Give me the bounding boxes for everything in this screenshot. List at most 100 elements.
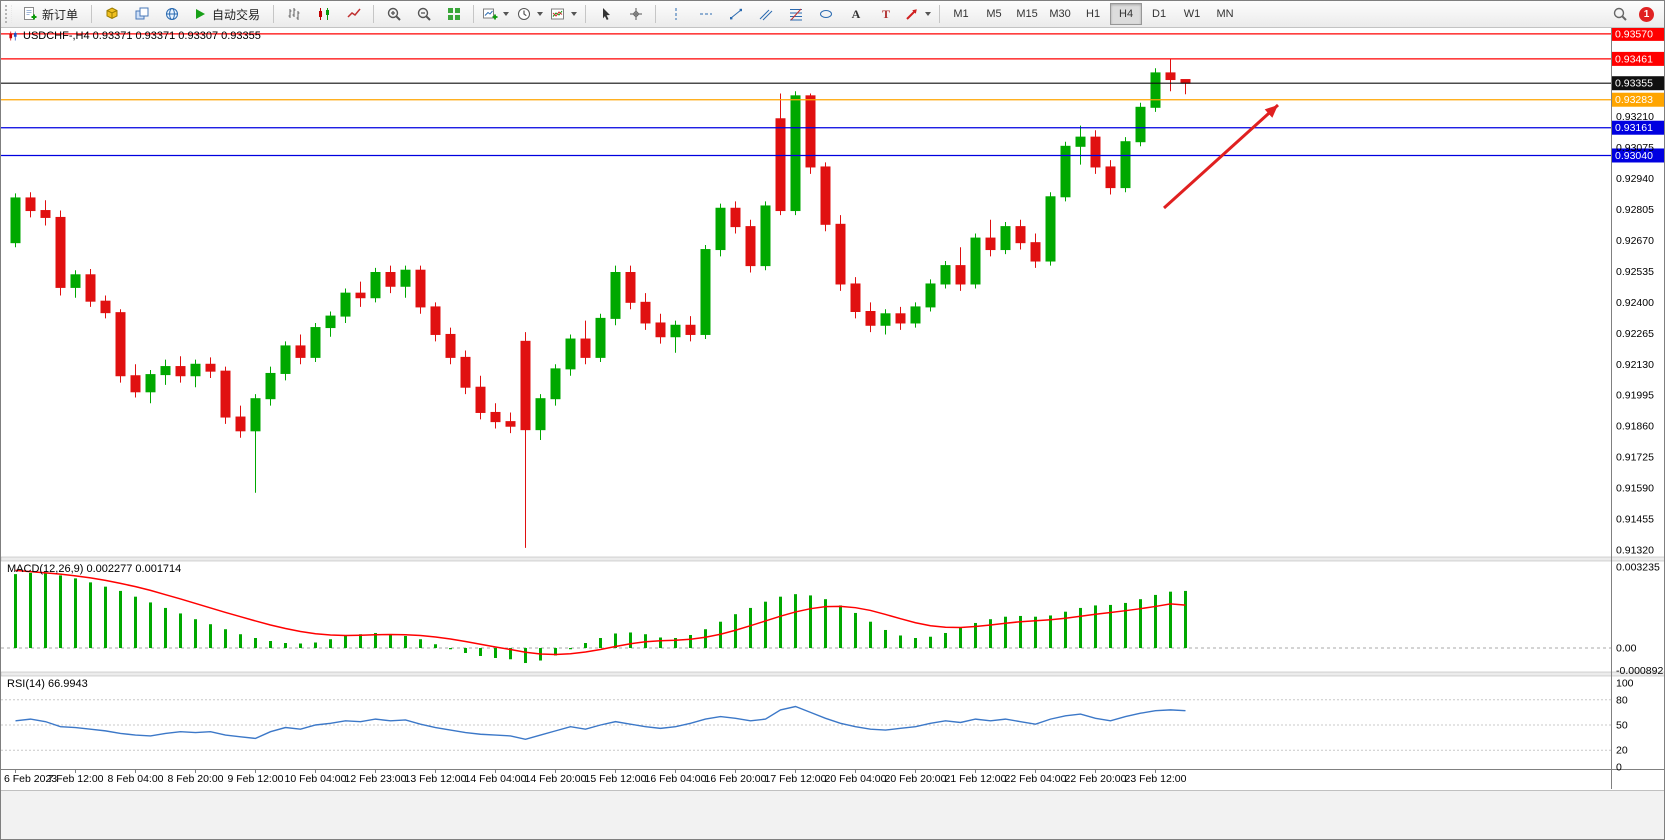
timeframe-w1[interactable]: W1 (1176, 3, 1208, 25)
fibonacci-tool[interactable] (781, 2, 810, 26)
vertical-line-tool[interactable] (661, 2, 690, 26)
candlestick (1090, 136, 1101, 168)
candlestick (820, 166, 831, 225)
candlestick-mode-button[interactable] (309, 2, 338, 26)
candlestick (265, 372, 276, 400)
candlestick (55, 216, 66, 288)
time-axis-label: 16 Feb 04:00 (645, 773, 707, 785)
price-tag (1612, 92, 1664, 107)
periods-button[interactable] (513, 2, 546, 26)
trend-arrow[interactable] (1162, 103, 1280, 210)
timeframe-h4[interactable]: H4 (1110, 3, 1143, 25)
search-button[interactable] (1605, 2, 1634, 26)
candlestick (925, 283, 936, 308)
new-order-icon (24, 7, 37, 20)
chart-ohlc-readout: USDCHF-,H4 0.93371 0.93371 0.93307 0.933… (7, 30, 261, 42)
candlestick (1150, 72, 1161, 108)
candlestick (400, 269, 411, 287)
cursor-button[interactable] (591, 2, 620, 26)
time-axis-label: 6 Feb 2023 (4, 773, 57, 785)
candlestick (535, 398, 546, 431)
timeframe-h1[interactable]: H1 (1077, 3, 1109, 25)
panel-splitter[interactable] (1, 671, 1665, 677)
candlestick (550, 368, 561, 400)
price-tag (1612, 51, 1664, 66)
crosshair-button[interactable] (621, 2, 650, 26)
candlestick (430, 306, 441, 335)
new-order-button[interactable]: 新订单 (17, 2, 86, 26)
rsi-axis-label: 50 (1616, 720, 1628, 732)
timeframe-m15[interactable]: M15 (1011, 3, 1043, 25)
price-tag-label: 0.93283 (1615, 94, 1653, 106)
web-terminal-button[interactable] (157, 2, 186, 26)
candlestick (715, 207, 726, 251)
vertical-line-icon (675, 8, 677, 20)
shapes-tool[interactable] (811, 2, 840, 26)
time-axis-label: 10 Feb 04:00 (285, 773, 347, 785)
autotrading-button[interactable]: 自动交易 (187, 2, 268, 26)
tile-windows-button[interactable] (439, 2, 468, 26)
line-chart-mode-button[interactable] (339, 2, 368, 26)
price-tag (1612, 148, 1664, 163)
candlestick (895, 313, 906, 324)
macd-label: MACD(12,26,9) 0.002277 0.001714 (7, 563, 182, 575)
chart-title: USDCHF-,H4 0.93371 0.93371 0.93307 0.933… (23, 30, 261, 42)
candlestick (325, 315, 336, 329)
indicators-button[interactable] (547, 2, 580, 26)
candlestick (505, 421, 516, 427)
candlestick (580, 338, 591, 358)
toolbar-separator (273, 5, 275, 23)
time-axis-label: 13 Feb 12:00 (405, 773, 467, 785)
bar-chart-mode-button[interactable] (279, 2, 308, 26)
new-chart-button[interactable] (479, 2, 512, 26)
candlestick (955, 265, 966, 285)
candlestick (100, 300, 111, 314)
price-tag (1612, 76, 1664, 91)
candlestick (415, 269, 426, 308)
candlestick (205, 363, 216, 372)
candlestick (910, 306, 921, 324)
price-axis-label: 0.92400 (1616, 297, 1654, 309)
candlestick (745, 226, 756, 267)
crosshair-icon (629, 8, 642, 20)
market-watch-button[interactable] (97, 2, 126, 26)
chevron-down-icon (537, 12, 544, 16)
zoom-in-button[interactable] (379, 2, 408, 26)
timeframe-mn[interactable]: MN (1209, 3, 1241, 25)
candlestick (1015, 226, 1026, 244)
time-axis-label: 14 Feb 20:00 (525, 773, 587, 785)
trendline-tool[interactable] (721, 2, 750, 26)
horizontal-line-tool[interactable] (691, 2, 720, 26)
rsi-label: RSI(14) 66.9943 (7, 678, 88, 690)
candlestick (145, 374, 156, 393)
candlestick (1120, 141, 1131, 189)
price-axis-label: 0.92535 (1616, 266, 1654, 278)
macd-signal-line (15, 569, 1186, 656)
timeframe-m1[interactable]: M1 (945, 3, 977, 25)
arrows-tool[interactable] (901, 2, 934, 26)
channel-tool[interactable] (751, 2, 780, 26)
timeframe-m5[interactable]: M5 (978, 3, 1010, 25)
timeframe-m30[interactable]: M30 (1044, 3, 1076, 25)
text-tool[interactable]: A (841, 2, 870, 26)
candlestick (220, 370, 231, 418)
candlestick (835, 223, 846, 285)
notification-badge[interactable]: 1 (1639, 6, 1654, 22)
panel-splitter[interactable] (1, 556, 1665, 562)
candlestick (175, 366, 186, 377)
toolbar-grip[interactable] (5, 5, 12, 23)
candlestick (655, 322, 666, 338)
candlestick (385, 271, 396, 287)
bar-chart-icon (288, 8, 300, 20)
candlestick (490, 411, 501, 423)
data-window-button[interactable] (127, 2, 156, 26)
candlestick (1165, 72, 1176, 81)
candlestick (310, 327, 321, 358)
label-tool[interactable]: T (871, 2, 900, 26)
candlestick (1060, 145, 1071, 198)
zoom-out-button[interactable] (409, 2, 438, 26)
timeframe-d1[interactable]: D1 (1143, 3, 1175, 25)
candlestick (445, 333, 456, 358)
